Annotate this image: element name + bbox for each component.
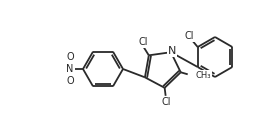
Text: Cl: Cl [162,97,171,107]
Text: CH₃: CH₃ [196,71,211,80]
Text: O: O [66,52,74,62]
Text: N: N [168,46,176,56]
Text: Cl: Cl [138,37,148,47]
Text: N: N [66,64,74,74]
Text: O: O [66,76,74,86]
Text: Cl: Cl [185,31,194,41]
